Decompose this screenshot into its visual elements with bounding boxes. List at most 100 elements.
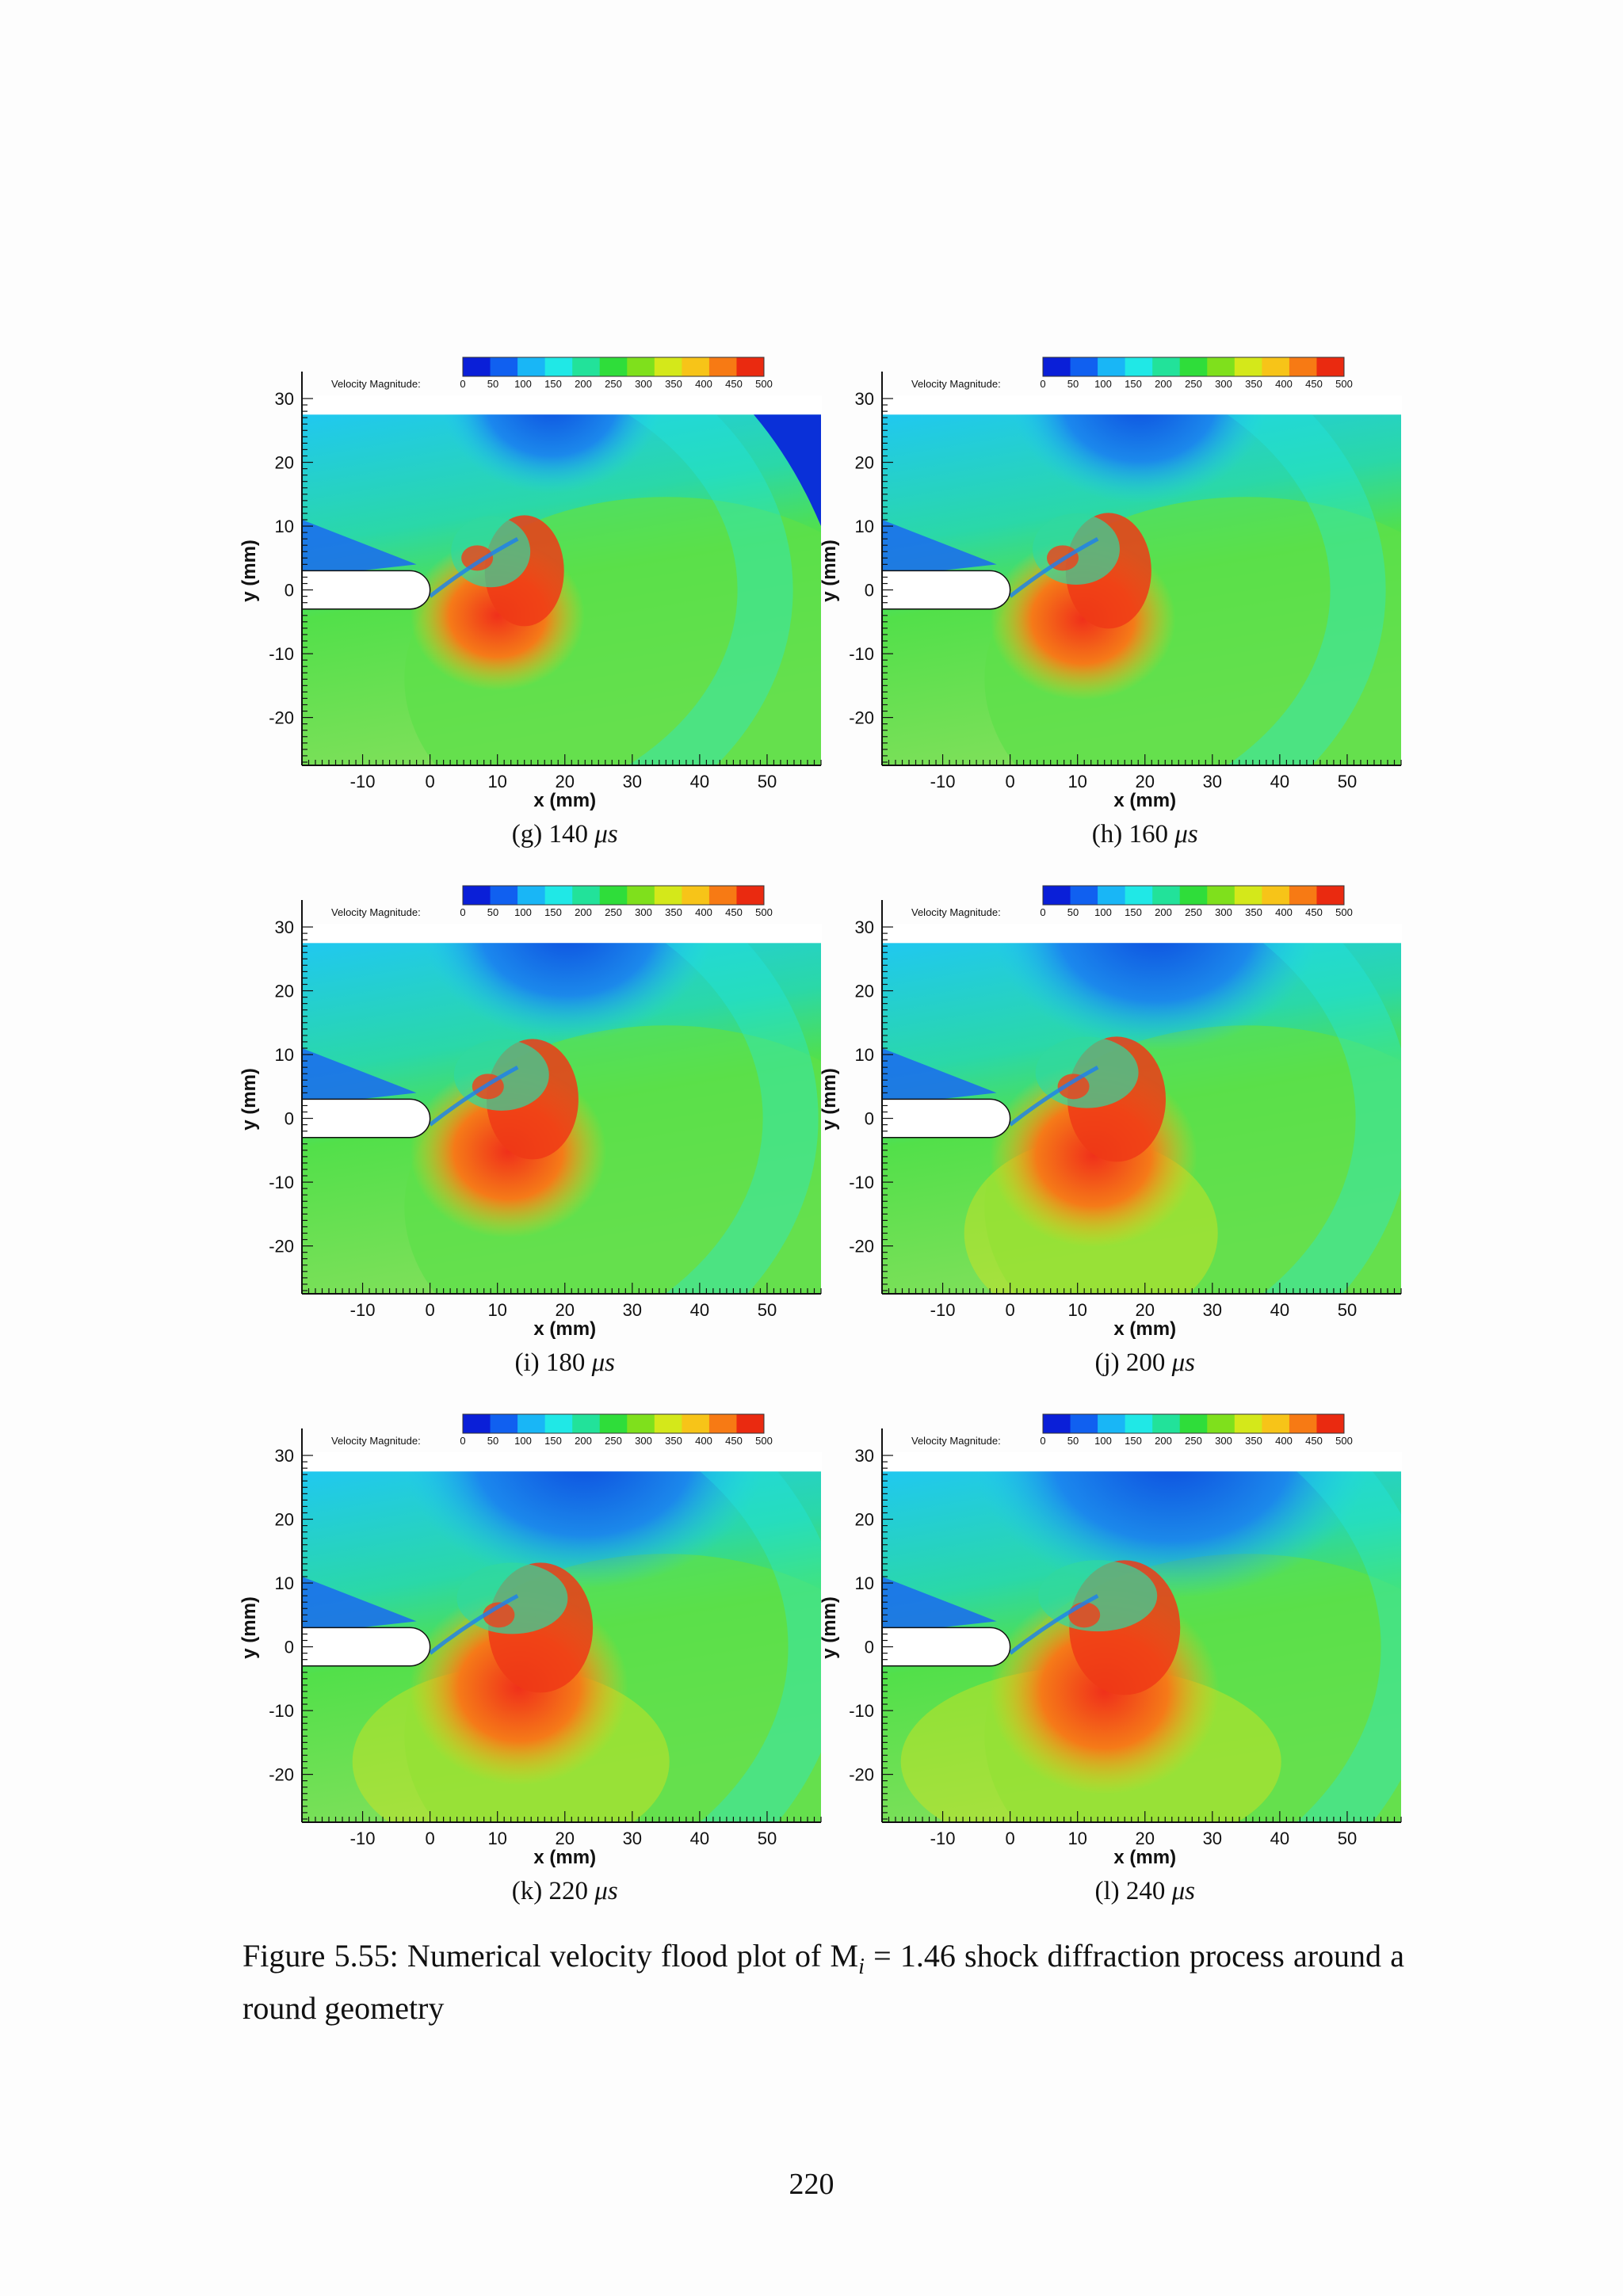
y-tick-label: 20 xyxy=(275,453,294,473)
x-tick-label: 30 xyxy=(623,1829,642,1848)
velocity-field xyxy=(302,414,821,765)
colorbar-tick: 50 xyxy=(487,378,498,390)
flood-plot-g: Velocity Magnitude: 0 50 100 150 200 250 300 350… xyxy=(239,357,822,811)
y-tick-label: 30 xyxy=(855,389,874,409)
colorbar-tick: 150 xyxy=(544,1435,562,1447)
x-tick-label: 50 xyxy=(758,1829,777,1848)
round-geometry xyxy=(881,570,1011,610)
colorbar-tick: 50 xyxy=(487,1435,498,1447)
colorbar-tick: 0 xyxy=(1040,906,1045,918)
colorbar-tick: 150 xyxy=(544,906,562,918)
x-tick-label: 20 xyxy=(1136,1300,1155,1320)
x-tick-label: 50 xyxy=(1338,1829,1357,1848)
y-tick-label: 0 xyxy=(285,1109,294,1129)
x-tick-label: 0 xyxy=(425,1300,434,1320)
colorbar-tick: 0 xyxy=(460,1435,465,1447)
y-tick-label: 0 xyxy=(865,1109,874,1129)
velocity-field xyxy=(882,943,1401,1294)
x-tick-label: 10 xyxy=(1067,772,1086,791)
panel-j: Velocity Magnitude: 0 50 100 150 200 250 300 350… xyxy=(818,881,1404,1396)
x-tick-label: 50 xyxy=(1338,772,1357,791)
y-tick-label: 20 xyxy=(275,1510,294,1530)
y-tick-label: 0 xyxy=(285,581,294,601)
colorbar-label: Velocity Magnitude: xyxy=(331,1435,421,1447)
x-tick-label: 30 xyxy=(623,772,642,791)
colorbar-tick: 350 xyxy=(665,906,682,918)
y-tick-label: 10 xyxy=(855,517,874,536)
colorbar-tick: 300 xyxy=(1215,906,1232,918)
colorbar-tick: 350 xyxy=(1245,378,1262,390)
subcaption-unit: μs xyxy=(591,1348,616,1377)
y-tick-label: 0 xyxy=(285,1638,294,1657)
y-tick-label: 0 xyxy=(865,1638,874,1657)
panel-h: Velocity Magnitude: 0 50 100 150 200 250 300 350… xyxy=(818,353,1404,868)
x-tick-label: 30 xyxy=(623,1300,642,1320)
y-tick-label: 20 xyxy=(855,1510,874,1530)
colorbar-tick: 300 xyxy=(635,906,652,918)
colorbar: Velocity Magnitude: 0 50 100 150 200 250 300 350… xyxy=(911,1413,1353,1447)
round-geometry xyxy=(881,1627,1011,1667)
subcaption-text: (g) 140 xyxy=(511,820,595,849)
colorbar-tick: 500 xyxy=(755,1435,773,1447)
colorbar-tick: 100 xyxy=(514,378,532,390)
colorbar-tick: 350 xyxy=(665,378,682,390)
x-tick-label: 0 xyxy=(1005,1300,1014,1320)
colorbar-tick: 0 xyxy=(460,378,465,390)
x-tick-label: 40 xyxy=(690,772,709,791)
x-tick-label: 40 xyxy=(1270,1829,1289,1848)
velocity-field xyxy=(302,1471,821,1822)
colorbar-tick: 300 xyxy=(635,378,652,390)
x-tick-label: 30 xyxy=(1203,1829,1222,1848)
colorbar-tick: 250 xyxy=(605,378,622,390)
y-axis-label: y (mm) xyxy=(239,1068,260,1131)
panel-g: Velocity Magnitude: 0 50 100 150 200 250 300 350… xyxy=(238,353,824,868)
colorbar-tick: 0 xyxy=(1040,1435,1045,1447)
colorbar-tick: 400 xyxy=(1275,906,1293,918)
colorbar-tick: 450 xyxy=(1305,1435,1323,1447)
colorbar-tick: 250 xyxy=(1185,906,1202,918)
flood-plot-h: Velocity Magnitude: 0 50 100 150 200 250 300 350… xyxy=(819,357,1402,811)
x-tick-label: -10 xyxy=(350,772,376,791)
y-tick-label: 30 xyxy=(855,1446,874,1466)
x-axis-label: x (mm) xyxy=(533,790,596,811)
colorbar-tick: 150 xyxy=(544,378,562,390)
colorbar-tick: 100 xyxy=(1094,378,1112,390)
y-tick-label: 20 xyxy=(275,982,294,1001)
x-tick-label: 0 xyxy=(425,772,434,791)
subcaption-l: (l) 240 μs xyxy=(979,1877,1312,1906)
colorbar: Velocity Magnitude: 0 50 100 150 200 250 300 350… xyxy=(911,885,1353,918)
y-axis-label: y (mm) xyxy=(239,540,260,602)
colorbar-tick: 400 xyxy=(695,906,712,918)
colorbar-tick: 400 xyxy=(1275,378,1293,390)
colorbar-tick: 500 xyxy=(1335,906,1353,918)
colorbar: Velocity Magnitude: 0 50 100 150 200 250 300 350… xyxy=(331,885,773,918)
colorbar-tick: 300 xyxy=(1215,1435,1232,1447)
colorbar-tick: 200 xyxy=(1155,906,1172,918)
x-axis-label: x (mm) xyxy=(1113,1847,1176,1868)
colorbar-tick: 200 xyxy=(575,1435,592,1447)
x-tick-label: -10 xyxy=(930,772,956,791)
colorbar-tick: 500 xyxy=(1335,1435,1353,1447)
x-tick-label: 10 xyxy=(487,1829,506,1848)
colorbar-tick: 450 xyxy=(1305,378,1323,390)
colorbar-label: Velocity Magnitude: xyxy=(331,906,421,918)
x-axis-label: x (mm) xyxy=(1113,790,1176,811)
y-tick-label: 0 xyxy=(865,581,874,601)
colorbar-label: Velocity Magnitude: xyxy=(911,1435,1001,1447)
flood-plot-l: Velocity Magnitude: 0 50 100 150 200 250 300 350… xyxy=(819,1413,1402,1868)
colorbar-tick: 350 xyxy=(1245,906,1262,918)
colorbar-tick: 400 xyxy=(695,378,712,390)
round-geometry xyxy=(301,1098,431,1138)
y-tick-label: -10 xyxy=(269,1173,294,1192)
colorbar-tick: 500 xyxy=(1335,378,1353,390)
y-tick-label: 10 xyxy=(855,1045,874,1065)
y-tick-label: -10 xyxy=(849,644,874,664)
subcaption-i: (i) 180 μs xyxy=(399,1348,731,1378)
colorbar-label: Velocity Magnitude: xyxy=(331,378,421,390)
colorbar-label: Velocity Magnitude: xyxy=(911,378,1001,390)
round-geometry xyxy=(301,570,431,610)
colorbar-tick: 400 xyxy=(695,1435,712,1447)
x-tick-label: 50 xyxy=(758,772,777,791)
x-tick-label: -10 xyxy=(930,1829,956,1848)
x-tick-label: 10 xyxy=(487,772,506,791)
